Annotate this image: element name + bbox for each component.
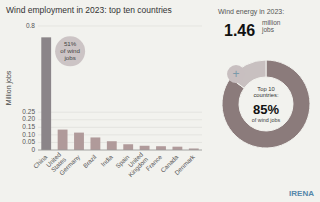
annotation: 51%of windjobs (55, 36, 85, 66)
grid-line (38, 26, 202, 27)
donut-slice (222, 60, 310, 148)
x-tick-label: India (99, 153, 114, 168)
bar (156, 146, 166, 150)
bar (74, 133, 84, 150)
icon-text: + (233, 67, 240, 81)
bar (58, 130, 68, 150)
donut-title: Wind energy in 2023: (218, 8, 284, 16)
y-axis-label: Million jobs (5, 70, 13, 105)
y-axis: 00.050.100.150.200.25 0.8 (22, 22, 202, 153)
chart-root: Wind employment in 2023: top ten countri… (0, 0, 320, 202)
donut-center-note: of wind jobs (252, 117, 281, 123)
y-tick-label: 0.15 (22, 123, 35, 130)
grid-line (38, 127, 202, 128)
y-tick-label: 0 (31, 146, 35, 153)
bar (90, 137, 100, 150)
y-tick-label: 0.8 (26, 22, 35, 29)
grid-line (38, 112, 202, 113)
y-tick-label: 0.05 (22, 138, 35, 145)
x-tick-label: Denmark (173, 153, 197, 177)
logo-text: IRENA (289, 189, 314, 198)
x-tick-label: Germany (58, 153, 83, 178)
donut-center-value: 85% (253, 102, 279, 117)
x-axis: ChinaUnitedStatesGermanyBrazilIndiaSpain… (32, 150, 197, 179)
y-tick-label: 0.10 (22, 131, 35, 138)
grid-line (38, 119, 202, 120)
total-unit: millionjobs (261, 19, 281, 34)
donut (222, 60, 310, 148)
x-tick-label: Brazil (81, 153, 97, 169)
icon (227, 65, 245, 83)
annotation-text: 51%of windjobs (60, 40, 80, 61)
donut-slice (230, 60, 266, 88)
bar (41, 37, 51, 150)
grid-line (38, 150, 202, 151)
chart-title: Wind employment in 2023: top ten countri… (6, 5, 172, 15)
bar (107, 141, 117, 150)
donut-center-label: Top 10countries: (253, 86, 279, 99)
total-value: 1.46 (224, 22, 255, 39)
background (0, 0, 320, 202)
bars (41, 37, 198, 150)
annotation-bubble (55, 36, 85, 66)
bar (123, 144, 133, 150)
y-tick-label: 0.20 (22, 115, 35, 122)
x-axis-line (38, 150, 202, 151)
bar (140, 146, 150, 150)
bar (172, 147, 182, 150)
y-tick-label: 0.25 (22, 108, 35, 115)
